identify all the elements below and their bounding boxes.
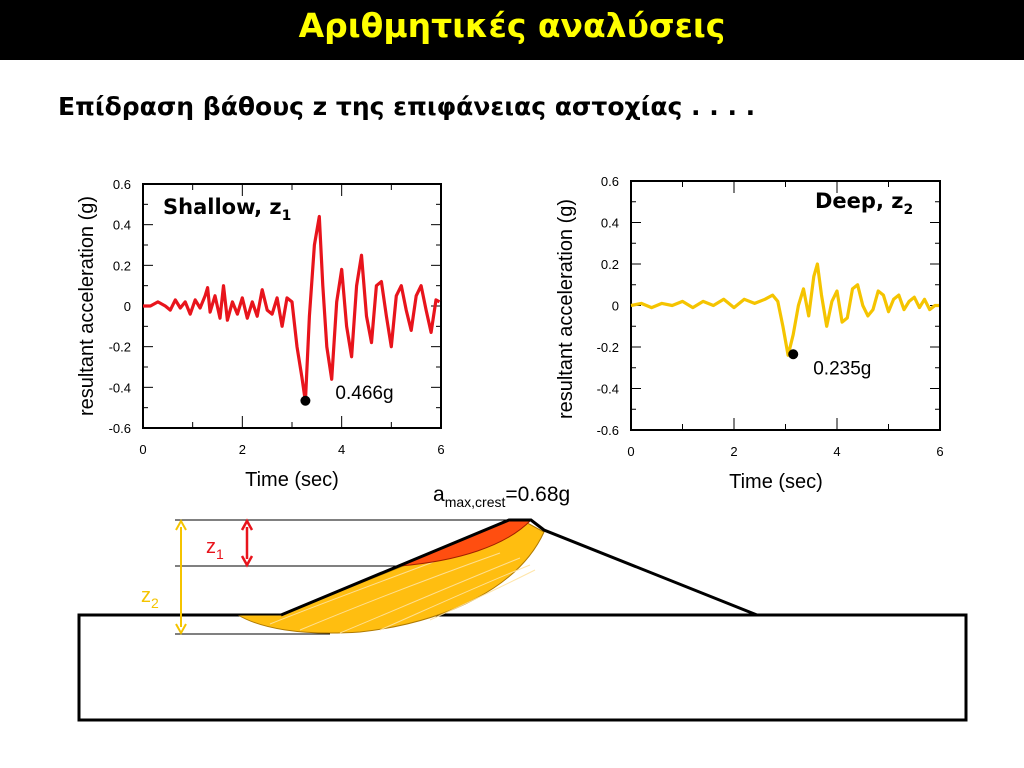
- chart-shallow-ylabel: resultant acceleration (g): [76, 196, 98, 416]
- amax-label-value: =0.68g: [505, 483, 570, 506]
- chart-deep-title: Deep, z2: [815, 189, 913, 218]
- z2-label-sub: 2: [151, 595, 159, 611]
- amax-label: amax,crest=0.68g: [433, 483, 570, 510]
- chart-deep-title-sub: 2: [903, 202, 913, 218]
- z1-arrow: [240, 518, 254, 568]
- chart-deep-title-main: Deep, z: [815, 189, 903, 213]
- chart-shallow-series-line: [143, 214, 441, 404]
- page-title: Αριθμητικές αναλύσεις: [298, 6, 726, 45]
- z1-label-main: z: [206, 536, 216, 558]
- chart-deep-ytick-label: -0.4: [597, 382, 619, 397]
- chart-deep-frame: [630, 180, 941, 431]
- chart-deep-ytick-label: 0.4: [601, 216, 619, 231]
- chart-deep-ytick-label: 0.6: [601, 174, 619, 189]
- page-subtitle: Επίδραση βάθους z της επιφάνειας αστοχία…: [58, 92, 756, 121]
- chart-deep-xlabel: Time (sec): [729, 471, 823, 493]
- chart-shallow-xtick-label: 0: [139, 442, 146, 457]
- chart-deep-xtick-label: 4: [833, 444, 840, 459]
- z2-label-main: z: [141, 585, 151, 607]
- chart-deep-ytick-label: -0.6: [597, 423, 619, 438]
- chart-shallow-xtick-label: 2: [239, 442, 246, 457]
- chart-deep-ytick-label: -0.2: [597, 340, 619, 355]
- z1-label-sub: 1: [216, 546, 224, 562]
- slope-diagram: z2 z1 amax,crest=0.68g: [77, 483, 968, 722]
- chart-shallow-ytick-label: -0.6: [109, 421, 131, 436]
- amax-label-sub: max,crest: [445, 494, 506, 510]
- chart-shallow-ytick-label: -0.4: [109, 380, 131, 395]
- chart-deep-ylabel: resultant acceleration (g): [555, 199, 577, 419]
- z1-label: z1: [206, 536, 224, 562]
- chart-deep-xtick-label: 0: [627, 444, 634, 459]
- chart-shallow-xtick-label: 6: [437, 442, 444, 457]
- chart-deep-xtick-label: 2: [730, 444, 737, 459]
- chart-deep-ytick-label: 0: [612, 299, 619, 314]
- chart-deep-peak-marker: [788, 349, 799, 360]
- chart-shallow-xtick-label: 4: [338, 442, 345, 457]
- ground-box: [77, 613, 968, 722]
- z2-arrow: [175, 518, 187, 636]
- chart-shallow-ytick-label: 0: [124, 299, 131, 314]
- chart-shallow-ytick-label: -0.2: [109, 340, 131, 355]
- chart-shallow-title: Shallow, z1: [163, 195, 291, 224]
- chart-deep: 0.6 0.4 0.2 0 -0.2 -0.4 -0.6 0 2 4 6 0.235g Deep, …: [555, 174, 944, 493]
- chart-deep-series-line: [630, 262, 939, 357]
- chart-deep-peak-label: 0.235g: [813, 358, 871, 379]
- chart-shallow-peak-marker: [300, 395, 311, 406]
- chart-shallow: 0.6 0.4 0.2 0 -0.2 -0.4 -0.6 0 2 4 6 0.466g Shallo…: [76, 177, 445, 491]
- chart-shallow-title-sub: 1: [282, 208, 292, 224]
- chart-deep-ytick-label: 0.2: [601, 257, 619, 272]
- chart-shallow-ytick-label: 0.4: [113, 218, 131, 233]
- title-bar: [0, 0, 1024, 60]
- chart-shallow-peak-label: 0.466g: [335, 383, 393, 404]
- amax-label-main: a: [433, 483, 445, 506]
- chart-shallow-ytick-label: 0.6: [113, 177, 131, 192]
- depth-reference-lines: [175, 519, 509, 635]
- chart-shallow-ytick-label: 0.2: [113, 258, 131, 273]
- chart-shallow-title-main: Shallow, z: [163, 195, 282, 219]
- chart-deep-xtick-label: 6: [936, 444, 943, 459]
- chart-shallow-xlabel: Time (sec): [245, 469, 339, 491]
- z2-label: z2: [141, 585, 159, 611]
